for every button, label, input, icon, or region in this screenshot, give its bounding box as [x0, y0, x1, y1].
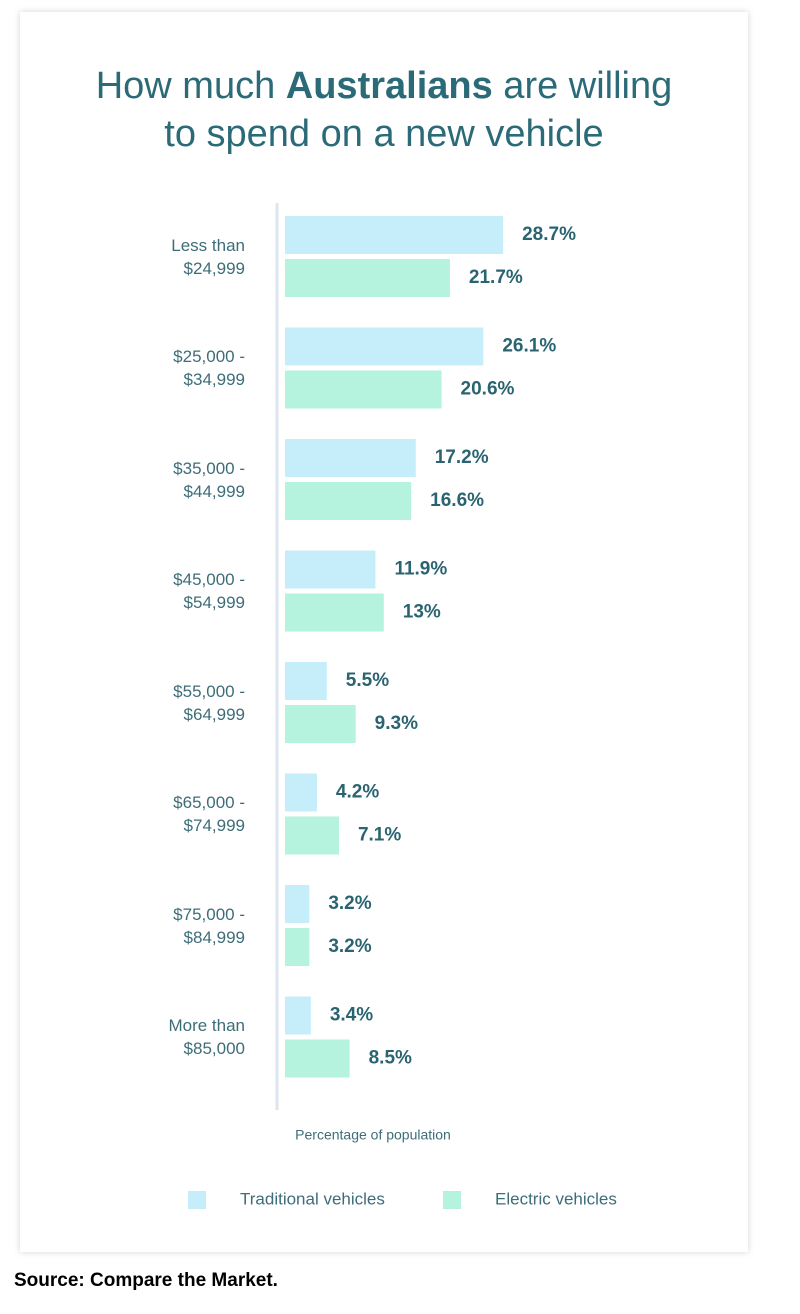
category-label: $75,000 - $84,999 — [173, 904, 245, 947]
value-label: 17.2% — [435, 447, 489, 468]
value-label: 11.9% — [394, 559, 447, 580]
value-label: 9.3% — [375, 713, 418, 734]
title-part: Australians — [285, 65, 493, 107]
bar — [285, 816, 339, 855]
bar — [285, 705, 356, 743]
value-label: 21.7% — [469, 267, 523, 288]
value-label: 5.5% — [346, 670, 389, 691]
legend-swatch — [188, 1191, 206, 1209]
bar — [285, 662, 327, 700]
legend-label: Electric vehicles — [495, 1189, 617, 1208]
source: Source: Compare the Market. — [14, 1270, 278, 1291]
bar — [285, 1039, 350, 1078]
legend-label: Traditional vehicles — [240, 1189, 385, 1208]
chart-title: How much Australians are willing to spen… — [79, 62, 689, 158]
bar — [285, 439, 416, 477]
bar — [285, 327, 484, 366]
bar — [285, 928, 310, 966]
title-part: How much — [95, 65, 286, 107]
bar — [285, 996, 311, 1035]
bar — [285, 773, 317, 812]
bar — [285, 216, 504, 254]
bar — [285, 550, 376, 589]
title-part: are willing to spend on a new vehicle — [164, 65, 673, 155]
value-label: 16.6% — [430, 490, 484, 511]
bar — [285, 885, 310, 923]
value-label: 8.5% — [369, 1048, 412, 1069]
bar — [285, 593, 384, 632]
x-axis-label: Percentage of population — [295, 1127, 451, 1143]
value-label: 13% — [403, 602, 441, 623]
value-label: 4.2% — [336, 782, 379, 803]
bar — [285, 259, 450, 297]
category-label: Less than $24,999 — [171, 235, 245, 278]
value-label: 3.2% — [328, 936, 371, 957]
category-label: $65,000 - $74,999 — [173, 793, 245, 835]
category-label: $45,000 - $54,999 — [173, 570, 245, 612]
category-label: $55,000 - $64,999 — [173, 681, 245, 724]
value-label: 20.6% — [461, 379, 515, 400]
bar — [285, 370, 442, 409]
value-label: 3.2% — [328, 893, 371, 914]
category-label: $25,000 - $34,999 — [173, 347, 245, 389]
bar — [285, 482, 412, 520]
legend-swatch — [443, 1191, 461, 1209]
category-label: $35,000 - $44,999 — [173, 458, 245, 501]
value-label: 7.1% — [358, 825, 401, 846]
value-label: 28.7% — [522, 224, 576, 245]
value-label: 3.4% — [330, 1005, 373, 1026]
value-label: 26.1% — [502, 336, 556, 357]
category-label: More than $85,000 — [168, 1016, 245, 1058]
